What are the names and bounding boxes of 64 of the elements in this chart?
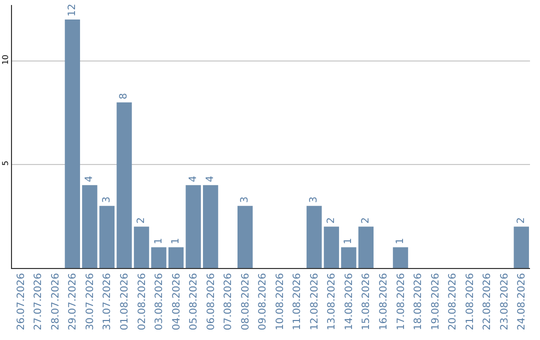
data-label: 8 — [118, 92, 130, 100]
x-tick-label: 01.08.2026 — [119, 273, 130, 330]
x-tick-label: 06.08.2026 — [206, 273, 217, 330]
bar — [202, 185, 218, 268]
bar — [341, 247, 356, 268]
data-label: 3 — [308, 196, 320, 203]
data-label: 3 — [101, 196, 112, 203]
x-tick-label: 09.08.2026 — [258, 273, 269, 330]
data-label: 12 — [66, 4, 78, 16]
x-tick-label: 29.07.2026 — [68, 273, 79, 330]
x-tick-label: 02.08.2026 — [136, 273, 148, 330]
bar — [151, 247, 166, 268]
bar — [82, 185, 98, 268]
data-label: 2 — [326, 217, 337, 224]
x-tick-label: 23.08.2026 — [499, 273, 510, 330]
x-tick-label: 20.08.2026 — [448, 273, 459, 330]
data-label: 1 — [343, 238, 354, 244]
x-tick-label: 16.08.2026 — [378, 273, 390, 330]
bar — [64, 20, 80, 268]
bar — [134, 226, 150, 268]
x-tick-label: 24.08.2026 — [516, 273, 528, 330]
bar — [116, 102, 132, 268]
x-tick-label: 31.07.2026 — [102, 273, 114, 330]
x-tick-label: 17.08.2026 — [396, 273, 407, 330]
bar — [306, 206, 322, 268]
data-label: 2 — [360, 217, 372, 224]
data-label: 3 — [240, 196, 251, 203]
x-tick-label: 10.08.2026 — [274, 273, 286, 330]
x-tick-label: 03.08.2026 — [154, 273, 166, 330]
data-label: 4 — [205, 176, 216, 182]
y-tick-label: 5 — [0, 160, 10, 166]
x-tick-label: 19.08.2026 — [430, 273, 442, 330]
bar — [324, 226, 340, 268]
bar — [238, 206, 253, 268]
data-label: 2 — [516, 217, 527, 224]
x-tick-label: 26.07.2026 — [16, 273, 27, 330]
y-tick-label: 10 — [0, 54, 10, 65]
data-label: 4 — [188, 176, 199, 182]
bar — [358, 226, 374, 268]
x-tick-label: 14.08.2026 — [344, 273, 355, 330]
x-tick-label: 08.08.2026 — [240, 273, 252, 330]
x-tick-label: 07.08.2026 — [223, 273, 234, 330]
x-tick-label: 04.08.2026 — [171, 273, 182, 330]
x-tick-label: 28.07.2026 — [50, 273, 62, 330]
x-tick-label: 13.08.2026 — [326, 273, 338, 330]
x-tick-label: 21.08.2026 — [464, 273, 476, 330]
x-tick-label: 22.08.2026 — [482, 273, 494, 330]
bar — [168, 247, 184, 268]
x-tick-label: 18.08.2026 — [413, 273, 424, 330]
data-label: 1 — [170, 238, 182, 244]
x-tick-label: 11.08.2026 — [292, 273, 304, 330]
data-label: 2 — [136, 217, 147, 224]
x-tick-label: 15.08.2026 — [361, 273, 372, 330]
bar — [186, 185, 201, 268]
x-tick-label: 12.08.2026 — [309, 273, 320, 330]
x-tick-label: 30.07.2026 — [84, 273, 96, 330]
bar — [99, 206, 115, 268]
x-tick-label: 05.08.2026 — [188, 273, 200, 330]
data-label: 1 — [153, 238, 164, 244]
bar — [392, 247, 408, 268]
data-label: 1 — [395, 238, 406, 244]
data-label: 4 — [84, 176, 96, 182]
bar — [514, 226, 529, 268]
x-tick-label: 27.07.2026 — [33, 273, 44, 330]
